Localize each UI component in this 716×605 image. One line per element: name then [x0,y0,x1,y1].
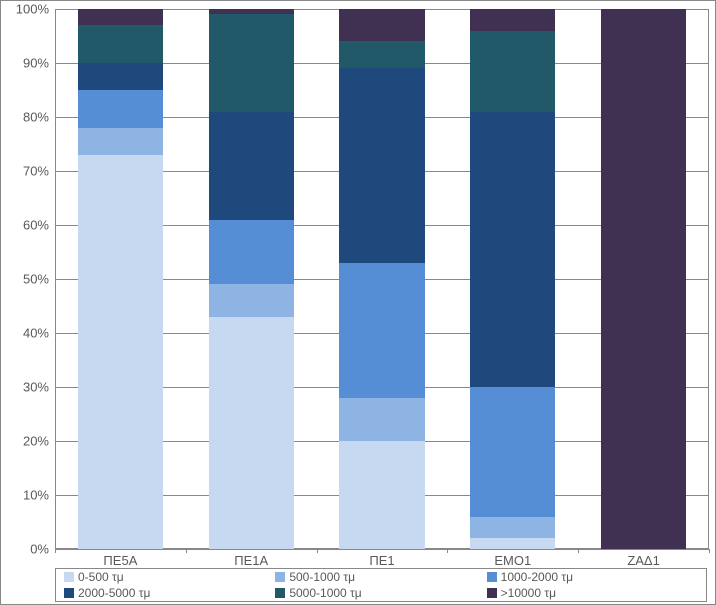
bar-segment [78,63,163,90]
bar-group [470,9,555,549]
legend-swatch [64,572,74,582]
bar-segment [209,112,294,220]
x-tick-mark [709,549,710,553]
bar-segment [470,387,555,517]
bar-group [339,9,424,549]
legend-item: 500-1000 τμ [275,569,468,585]
y-tick-label: 70% [5,164,49,179]
bar-segment [209,317,294,549]
chart-container: 0-500 τμ 500-1000 τμ 1000-2000 τμ 2000-5000… [0,0,716,605]
legend-swatch [64,588,74,598]
y-tick-label: 60% [5,218,49,233]
bars-layer [55,9,709,549]
legend-label: 1000-2000 τμ [501,570,573,584]
x-tick-mark [55,549,56,553]
bar-segment [209,284,294,316]
bar-segment [209,14,294,111]
bar-segment [470,517,555,539]
bar-segment [78,90,163,128]
x-tick-label: ΖΑΔ1 [578,553,709,568]
bar-segment [78,9,163,25]
y-tick-label: 50% [5,272,49,287]
bar-segment [601,9,686,549]
legend-label: 500-1000 τμ [289,570,355,584]
legend-label: 5000-1000 τμ [289,586,361,600]
bar-segment [339,441,424,549]
bar-segment [470,31,555,112]
bar-group [78,9,163,549]
legend: 0-500 τμ 500-1000 τμ 1000-2000 τμ 2000-5000… [55,568,707,602]
legend-swatch [487,588,497,598]
bar-segment [78,128,163,155]
legend-item: 0-500 τμ [64,569,257,585]
bar-segment [339,9,424,41]
legend-swatch [487,572,497,582]
grid-line [55,549,709,550]
y-tick-label: 90% [5,56,49,71]
bar-group [601,9,686,549]
y-tick-label: 10% [5,488,49,503]
y-tick-label: 100% [5,2,49,17]
y-tick-label: 20% [5,434,49,449]
plot-area [55,9,709,549]
bar-group [209,9,294,549]
y-tick-label: 40% [5,326,49,341]
bar-segment [209,220,294,285]
y-tick-label: 0% [5,542,49,557]
bar-segment [339,398,424,441]
x-tick-label: ΕΜΟ1 [447,553,578,568]
bar-segment [339,68,424,262]
legend-swatch [275,572,285,582]
x-tick-label: ΠΕ5Α [55,553,186,568]
bar-segment [339,263,424,398]
y-tick-label: 30% [5,380,49,395]
bar-segment [470,112,555,387]
bar-segment [470,9,555,31]
y-tick-label: 80% [5,110,49,125]
x-tick-label: ΠΕ1Α [186,553,317,568]
legend-swatch [275,588,285,598]
bar-segment [470,538,555,549]
legend-label: >10000 τμ [501,586,556,600]
bar-segment [78,25,163,63]
legend-item: 2000-5000 τμ [64,585,257,601]
legend-item: 1000-2000 τμ [487,569,680,585]
legend-label: 0-500 τμ [78,570,124,584]
x-tick-label: ΠΕ1 [317,553,448,568]
legend-item: 5000-1000 τμ [275,585,468,601]
legend-label: 2000-5000 τμ [78,586,150,600]
bar-segment [209,9,294,14]
legend-item: >10000 τμ [487,585,680,601]
bar-segment [339,41,424,68]
bar-segment [78,155,163,549]
